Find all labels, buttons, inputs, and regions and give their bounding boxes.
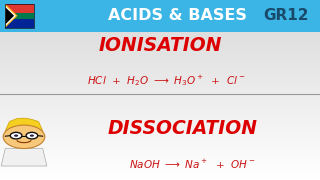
- Circle shape: [3, 125, 45, 148]
- Polygon shape: [5, 7, 14, 24]
- Text: GR12: GR12: [264, 8, 309, 23]
- Text: DISSOCIATION: DISSOCIATION: [108, 119, 257, 138]
- Polygon shape: [5, 4, 18, 28]
- FancyBboxPatch shape: [5, 4, 34, 16]
- Text: $\it{NaOH}$$\ \longrightarrow\ $$\it{Na^+}$  +  $\it{OH^-}$: $\it{NaOH}$$\ \longrightarrow\ $$\it{Na^…: [129, 158, 255, 171]
- Polygon shape: [5, 118, 43, 131]
- Text: $\it{HCl}$  +  $\it{H_2O}$$\ \longrightarrow\ $$\it{H_3O^+}$  +  $\it{Cl^-}$: $\it{HCl}$ + $\it{H_2O}$$\ \longrightarr…: [87, 73, 246, 87]
- FancyBboxPatch shape: [5, 13, 34, 19]
- Text: IONISATION: IONISATION: [98, 36, 222, 55]
- Circle shape: [26, 132, 38, 139]
- Text: ACIDS & BASES: ACIDS & BASES: [108, 8, 247, 23]
- Polygon shape: [1, 148, 47, 166]
- FancyBboxPatch shape: [0, 0, 320, 31]
- Circle shape: [10, 132, 22, 139]
- Circle shape: [30, 134, 34, 137]
- Circle shape: [14, 134, 18, 137]
- FancyBboxPatch shape: [5, 16, 34, 28]
- Polygon shape: [5, 6, 16, 26]
